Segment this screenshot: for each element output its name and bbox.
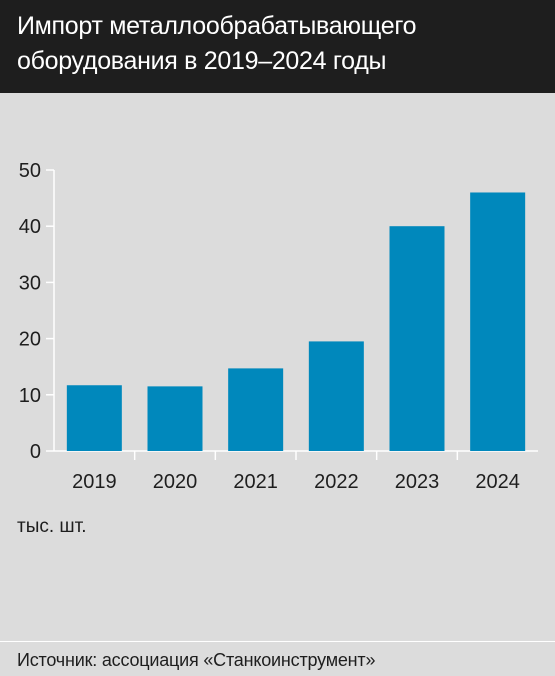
- y-tick-label: 20: [19, 329, 41, 351]
- chart-title: Импорт металлообрабатывающего оборудован…: [17, 12, 417, 75]
- x-tick-label: 2019: [72, 471, 117, 493]
- y-tick-label: 0: [30, 441, 41, 463]
- bar-chart: 0 10 20 30 40 50 2019 2020 2021 2022 2023 2024: [19, 160, 538, 493]
- y-tick-label: 50: [19, 160, 41, 182]
- bar: [389, 226, 445, 451]
- bar: [470, 192, 526, 451]
- bar: [66, 385, 122, 451]
- x-tick-label: 2022: [314, 471, 359, 493]
- y-tick-label: 30: [19, 272, 41, 294]
- y-tick-label: 40: [19, 216, 41, 238]
- x-tick-label: 2024: [475, 471, 520, 493]
- bar: [308, 341, 364, 451]
- chart-area: 0 10 20 30 40 50 2019 2020 2021 2022 2023 2024: [0, 93, 555, 641]
- y-axis-unit: тыс. шт.: [17, 516, 87, 537]
- x-tick-label: 2023: [395, 471, 440, 493]
- footer-divider: [0, 641, 555, 642]
- bar: [147, 386, 203, 451]
- x-tick-label: 2020: [153, 471, 198, 493]
- source-note: Источник: ассоциация «Станкоинструмент»: [17, 650, 376, 670]
- y-tick-label: 10: [19, 385, 41, 407]
- x-tick-label: 2021: [233, 471, 278, 493]
- bar: [228, 368, 284, 451]
- chart-header: Импорт металлообрабатывающего оборудован…: [0, 0, 555, 93]
